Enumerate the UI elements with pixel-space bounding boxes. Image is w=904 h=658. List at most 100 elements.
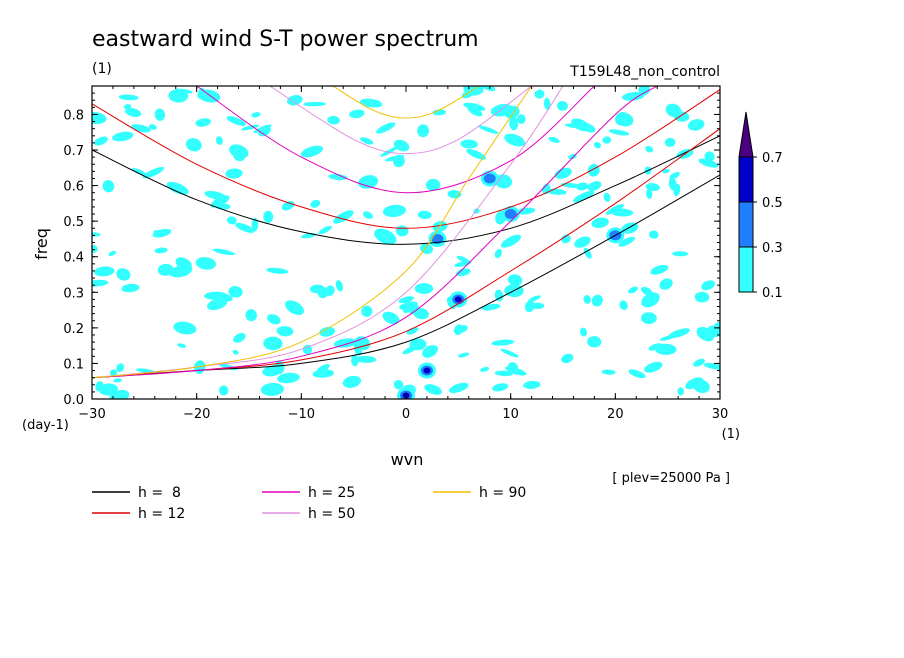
power-contour-blob [226,116,246,126]
power-contour-blob [123,104,132,110]
dispersion-curve-h25 [92,86,658,379]
power-contour-blob [701,280,715,291]
y-tick-label: 0.0 [63,393,84,408]
power-contour-blob [210,195,230,208]
legend-label: h = 90 [479,485,526,501]
power-contour-blob [232,349,239,355]
power-contour-blob [641,312,657,325]
power-contour-blob [382,311,400,325]
power-contour-blob [154,247,168,254]
power-contour-blob [579,327,588,337]
power-contour-blob [251,112,261,118]
power-contour-blob [587,164,600,177]
power-contour-blob [703,362,720,370]
power-contour-blob [664,137,676,147]
power-contour-blob [677,387,685,396]
power-contour-blob [207,298,228,311]
power-contour-blob [414,283,434,294]
power-contour-blob [576,182,589,191]
power-contour-blob [92,232,101,237]
power-contour-blob [99,383,118,396]
power-contour-blob [713,321,720,329]
power-contour-blob [318,225,332,235]
power-contour-blob [360,137,374,145]
power-contour-blob [118,94,139,101]
power-contour-blob [113,378,122,383]
power-contour-blob [659,278,673,290]
power-contour-blob [605,204,624,215]
power-contour-blob [266,267,289,274]
power-contour-blob [424,384,442,395]
unit-note: (1) [92,61,112,77]
x-tick-label: −30 [78,407,105,422]
power-contour-blob [402,306,409,314]
power-contour-blob [325,285,335,296]
power-contour-blob [277,372,300,384]
power-contour-blob [319,326,336,337]
power-contour-blob [276,326,294,337]
power-contour-blob [463,86,480,96]
power-contour-blob [704,151,715,162]
y-unit-label: (day-1) [22,418,69,433]
power-contour-blob [561,353,574,364]
power-contour-blob [447,189,462,199]
power-contour-blob [480,366,490,372]
spectral-peak [486,175,494,182]
power-contour-blob [481,303,501,311]
y-tick-label: 0.3 [63,286,84,301]
power-contour-blob [218,385,229,396]
power-contours [92,86,720,399]
power-contour-blob [627,286,639,294]
power-contour-blob [359,98,383,108]
power-contour-blob [463,102,486,111]
power-contour-blob [215,136,223,145]
power-contour-blob [228,286,243,298]
power-contour-blob [593,142,601,149]
power-contour-blob [185,138,202,152]
power-contour-blob [457,325,468,333]
spectral-peak [433,235,441,242]
x-tick-label: −20 [183,407,210,422]
colorbar-segment [738,246,754,293]
power-contour-blob [524,300,535,313]
dispersion-curves [92,86,720,379]
power-contour-blob [125,107,142,118]
power-contour-blob [494,289,504,302]
legend-label: h = 12 [138,506,185,522]
power-contour-blob [628,369,646,379]
power-contour-blob [531,302,545,310]
power-contour-blob [685,377,704,390]
power-contour-blob [494,174,513,189]
power-contour-blob [376,122,396,134]
power-contour-blob [565,123,583,129]
y-tick-label: 0.5 [63,215,84,230]
power-contour-blob [393,139,410,152]
power-contour-blob [94,266,115,277]
power-contour-blob [504,133,526,147]
power-contour-blob [263,336,283,351]
power-contour-blob [645,145,654,153]
power-contour-blob [673,183,681,197]
power-contour-blob [591,294,603,307]
x-axis-ticks: −30 −20 −10 0 10 20 30 [78,86,728,422]
legend-label: h = 50 [308,506,355,522]
power-contour-blob [561,234,571,244]
power-contour-blob [698,158,719,168]
x-tick-label: 30 [712,407,729,422]
power-contour-blob [300,145,324,158]
power-contour-blob [548,136,560,143]
y-tick-label: 0.8 [63,108,84,123]
power-contour-blob [601,369,616,375]
power-contour-blob [285,300,304,316]
power-contour-blob [349,109,365,119]
power-contour-blob [328,173,348,181]
power-contour-blob [335,280,344,292]
power-contour-blob [398,296,414,304]
power-contour-blob [148,124,157,130]
power-contour-blob [262,365,283,377]
power-contour-blob [212,248,235,256]
legend: h = 8 h = 12 h = 25 h = 50 h = 90 [92,485,526,522]
x-unit-label: (1) [722,427,740,442]
spectral-peak [423,367,431,374]
